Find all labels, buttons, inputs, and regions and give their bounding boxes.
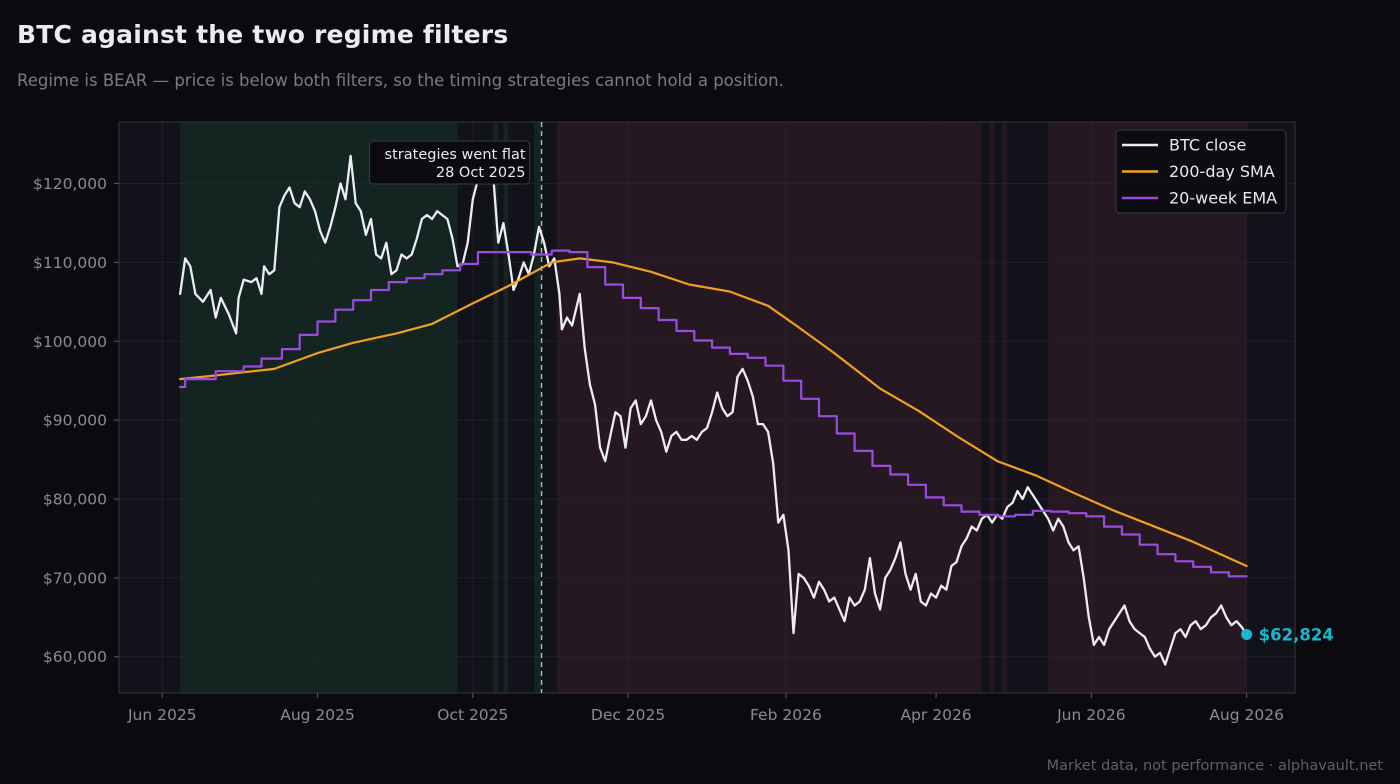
chart-subtitle: Regime is BEAR — price is below both fil… bbox=[17, 71, 784, 90]
regime-band-bear bbox=[1048, 122, 1247, 693]
legend: BTC close 200-day SMA 20-week EMA bbox=[1115, 129, 1287, 214]
x-tick-label: Dec 2025 bbox=[591, 706, 665, 724]
y-tick-label: $70,000 bbox=[43, 569, 107, 587]
regime-band-neutral bbox=[981, 122, 990, 693]
regime-band-bull bbox=[180, 122, 458, 693]
last-price-label: $62,824 bbox=[1259, 625, 1334, 644]
annotation-line2: 28 Oct 2025 bbox=[436, 165, 526, 181]
chart-title: BTC against the two regime filters bbox=[17, 20, 509, 49]
plot-frame bbox=[118, 121, 1296, 694]
x-tick-label: Apr 2026 bbox=[900, 706, 971, 724]
series-line-20-week-ema bbox=[179, 249, 1248, 578]
y-tick-label: $90,000 bbox=[43, 412, 107, 430]
regime-band-neutral bbox=[508, 122, 534, 693]
annotation-background bbox=[369, 140, 531, 185]
x-tick-label: Jun 2026 bbox=[1056, 706, 1126, 724]
annotation-line1: strategies went flat bbox=[385, 147, 526, 163]
regime-band-bear bbox=[1002, 122, 1008, 693]
series-line-btc-close bbox=[178, 154, 1248, 666]
regime-band-bear bbox=[989, 122, 995, 693]
y-tick-label: $60,000 bbox=[43, 648, 107, 666]
regime-band-neutral bbox=[498, 122, 504, 693]
annotation-box: strategies went flat 28 Oct 2025 bbox=[369, 140, 531, 185]
series-line-200-day-sma bbox=[179, 257, 1248, 568]
x-tick-label: Feb 2026 bbox=[750, 706, 822, 724]
legend-label: BTC close bbox=[1169, 136, 1246, 155]
footer-credit: Market data, not performance · alphavaul… bbox=[1046, 758, 1383, 774]
x-tick-label: Oct 2025 bbox=[437, 706, 508, 724]
legend-label: 20-week EMA bbox=[1169, 189, 1277, 208]
regime-band-neutral bbox=[541, 122, 557, 693]
regime-band-neutral bbox=[1007, 122, 1049, 693]
y-tick-label: $120,000 bbox=[33, 175, 107, 193]
x-tick-label: Jun 2025 bbox=[127, 706, 197, 724]
legend-label: 200-day SMA bbox=[1169, 162, 1275, 181]
regime-band-bear bbox=[556, 122, 982, 693]
y-tick-label: $80,000 bbox=[43, 490, 107, 508]
regime-band-bull bbox=[493, 122, 499, 693]
x-tick-label: Aug 2025 bbox=[280, 706, 355, 724]
regime-band-bull bbox=[503, 122, 509, 693]
last-price-marker bbox=[1241, 628, 1253, 640]
regime-band-neutral bbox=[994, 122, 1003, 693]
y-tick-label: $100,000 bbox=[33, 333, 107, 351]
y-tick-label: $110,000 bbox=[33, 254, 107, 272]
regime-band-neutral bbox=[457, 122, 494, 693]
legend-box bbox=[1115, 129, 1287, 214]
x-tick-label: Aug 2026 bbox=[1209, 706, 1284, 724]
regime-band-bull bbox=[533, 122, 542, 693]
